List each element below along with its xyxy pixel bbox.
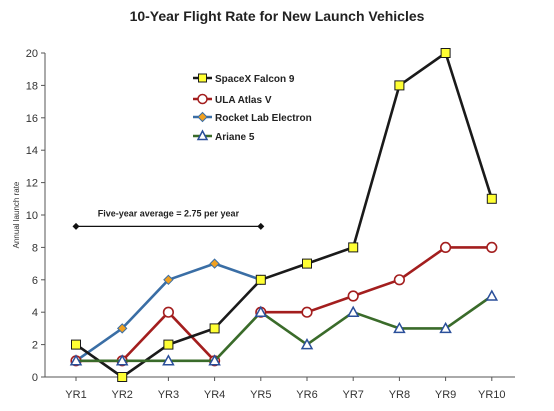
square-marker-icon — [198, 73, 207, 83]
y-tick-label: 10 — [26, 210, 38, 222]
series-ariane-5 — [69, 289, 499, 366]
y-tick-label: 20 — [26, 48, 38, 60]
legend-label-atlas5: ULA Atlas V — [215, 95, 272, 106]
data-point — [486, 241, 498, 253]
x-tick-label: YR9 — [435, 389, 456, 401]
data-point — [162, 354, 175, 366]
legend: SpaceX Falcon 9 ULA Atlas V Rocket Lab E… — [193, 73, 312, 143]
data-point — [393, 321, 406, 334]
data-point — [116, 323, 128, 334]
series-layer — [69, 48, 499, 382]
series-line — [76, 294, 493, 363]
data-point — [208, 354, 221, 366]
series-ula-atlas-v — [255, 241, 498, 318]
data-point — [254, 305, 268, 317]
data-point — [162, 306, 174, 318]
data-point — [485, 289, 499, 301]
legend-item-ariane5: Ariane 5 — [193, 129, 255, 143]
y-tick-label: 18 — [26, 80, 38, 92]
data-point — [69, 354, 83, 366]
data-point — [71, 339, 81, 350]
legend-label-electron: Rocket Lab Electron — [215, 113, 312, 124]
data-point — [302, 258, 312, 269]
data-point — [393, 274, 406, 286]
x-tick-label: YR2 — [111, 389, 132, 401]
x-tick-label: YR7 — [342, 389, 363, 401]
circle-marker-icon — [197, 93, 208, 105]
legend-label-falcon9: SpaceX Falcon 9 — [215, 74, 295, 85]
x-tick-label: YR5 — [250, 389, 271, 401]
x-tick-label: YR6 — [296, 389, 317, 401]
series-line — [260, 246, 492, 314]
y-tick-label: 16 — [26, 113, 38, 125]
x-tick-label: YR8 — [389, 389, 410, 401]
legend-label-ariane5: Ariane 5 — [215, 132, 255, 143]
data-point — [115, 354, 129, 366]
average-annotation: Five-year average = 2.75 per year — [98, 208, 240, 218]
average-range-right-arrow-icon — [257, 222, 265, 230]
data-point — [209, 258, 220, 269]
data-point — [117, 372, 128, 382]
y-tick-label: 4 — [32, 307, 38, 319]
x-tick-label: YR1 — [65, 389, 86, 401]
legend-item-electron: Rocket Lab Electron — [193, 111, 312, 124]
data-point — [300, 338, 314, 350]
y-tick-label: 2 — [32, 340, 38, 352]
y-tick-label: 8 — [32, 242, 38, 254]
y-tick-label: 6 — [32, 275, 38, 287]
average-range-left-arrow-icon — [72, 222, 80, 230]
data-point — [486, 193, 497, 204]
axes: 0 2 4 6 8 10 12 14 16 18 20 YR1 YR2 YR3 YR4 YR5 YR6 YR7 YR… — [26, 48, 515, 401]
triangle-marker-icon — [196, 129, 209, 141]
legend-item-falcon9: SpaceX Falcon 9 — [193, 73, 295, 85]
data-point — [301, 306, 313, 318]
y-tick-label: 14 — [26, 145, 38, 157]
data-point — [440, 48, 451, 58]
diamond-marker-icon — [197, 111, 208, 123]
data-point — [255, 274, 266, 285]
y-tick-label: 12 — [26, 178, 38, 190]
data-point — [440, 241, 452, 253]
legend-item-atlas5: ULA Atlas V — [193, 93, 272, 106]
data-point — [209, 323, 220, 334]
data-point — [439, 321, 452, 334]
data-point — [347, 290, 359, 302]
data-point — [346, 305, 360, 317]
x-tick-label: YR3 — [158, 389, 179, 401]
x-tick-label: YR10 — [478, 389, 506, 401]
data-point — [348, 242, 359, 253]
chart-title: 10-Year Flight Rate for New Launch Vehic… — [130, 8, 425, 24]
y-tick-label: 0 — [32, 372, 38, 384]
x-tick-label: YR4 — [204, 389, 225, 401]
data-point — [163, 339, 174, 350]
y-axis-label: Annual launch rate — [12, 181, 21, 248]
annotation-layer: Five-year average = 2.75 per year — [72, 208, 265, 230]
data-point — [394, 80, 405, 91]
data-point — [163, 274, 174, 286]
